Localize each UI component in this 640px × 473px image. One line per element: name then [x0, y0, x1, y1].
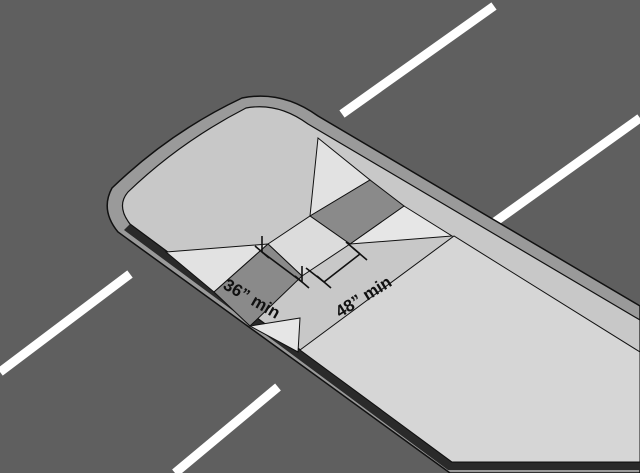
- island-curb-lip: [124, 224, 640, 470]
- length-dimension-extension: [345, 241, 361, 255]
- lane-stripe: [339, 2, 497, 118]
- walkway-path: [299, 235, 640, 463]
- lane-stripe: [489, 114, 640, 228]
- lane-stripe: [172, 383, 281, 473]
- lane-stripe: [0, 270, 133, 376]
- length-dimension-extension: [305, 267, 325, 283]
- dimension-lines: [254, 236, 368, 289]
- length-dimension-line: [323, 253, 361, 283]
- lower-ramp-flare: [248, 317, 301, 353]
